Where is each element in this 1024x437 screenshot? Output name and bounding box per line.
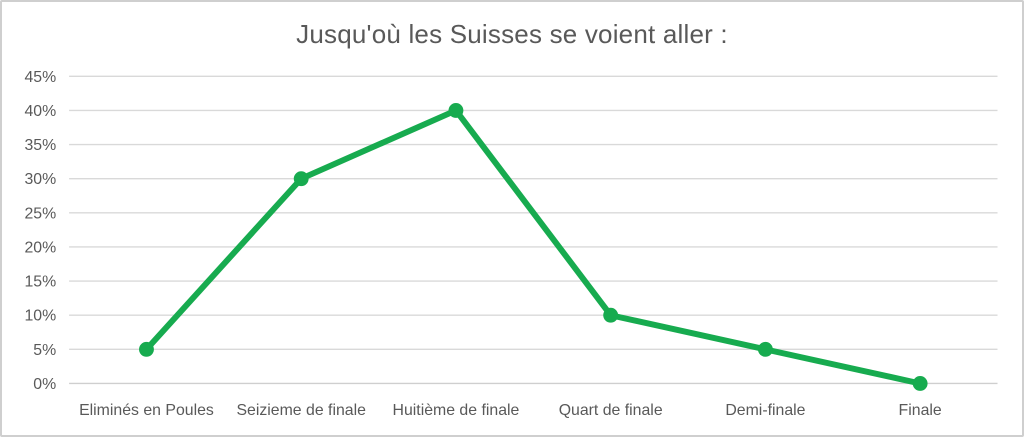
y-tick-label: 10% bbox=[24, 308, 56, 325]
data-point bbox=[139, 341, 154, 357]
y-tick-label: 35% bbox=[24, 137, 56, 154]
y-tick-label: 15% bbox=[24, 274, 56, 291]
y-tick-label: 25% bbox=[24, 205, 56, 222]
x-category-label: Seizieme de finale bbox=[236, 402, 366, 419]
data-point bbox=[603, 307, 619, 323]
y-tick-label: 20% bbox=[24, 239, 56, 256]
data-point bbox=[448, 103, 464, 118]
y-tick-label: 0% bbox=[33, 376, 56, 393]
data-point bbox=[293, 171, 309, 187]
data-line-series bbox=[143, 107, 924, 387]
x-category-label: Eliminés en Poules bbox=[79, 402, 214, 419]
data-point bbox=[912, 376, 928, 391]
y-tick-label: 30% bbox=[24, 171, 56, 188]
y-tick-label: 45% bbox=[24, 69, 56, 86]
y-tick-label: 5% bbox=[33, 342, 56, 359]
x-category-label: Huitième de finale bbox=[393, 402, 520, 419]
data-point bbox=[757, 341, 773, 357]
y-tick-label: 40% bbox=[24, 103, 56, 120]
x-category-label: Demi-finale bbox=[725, 402, 805, 419]
x-category-label: Quart de finale bbox=[559, 402, 663, 419]
chart-title: Jusqu'où les Suisses se voient aller : bbox=[296, 19, 728, 49]
x-category-label: Finale bbox=[899, 402, 942, 419]
